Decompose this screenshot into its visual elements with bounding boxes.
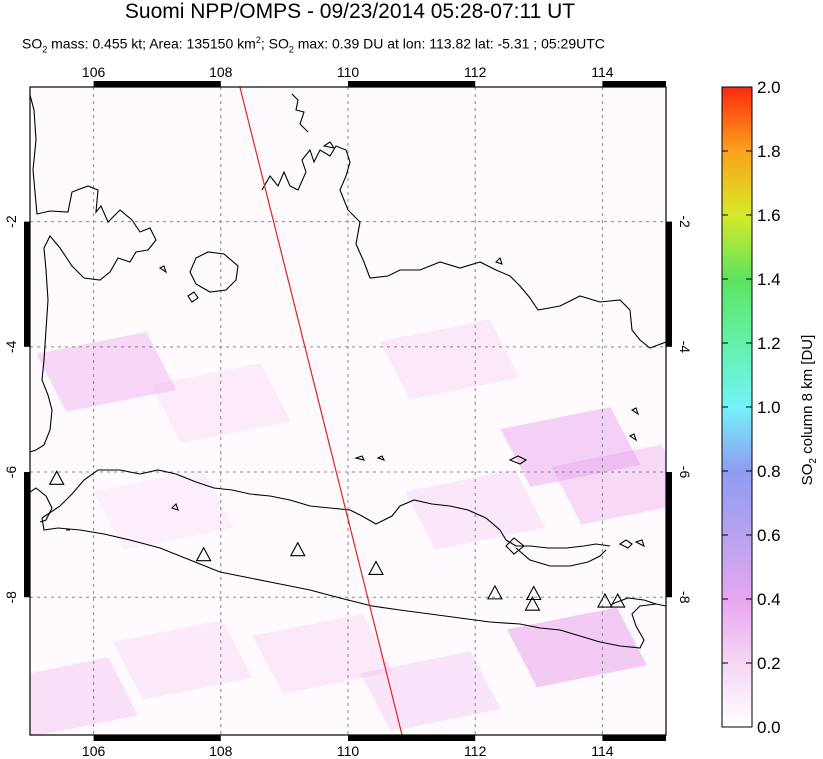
edge-bar-top	[602, 81, 666, 87]
volcano-marker	[609, 592, 626, 608]
y-tick-label-left: -6	[3, 466, 19, 479]
y-tick-label-left: -8	[3, 591, 19, 604]
edge-bar-bottom	[602, 735, 666, 741]
colorbar-tick-label: 0.8	[757, 462, 781, 481]
colorbar-tick-label: 0.4	[757, 590, 781, 609]
volcano-marker	[524, 595, 541, 611]
axis-edge-bars	[24, 81, 672, 741]
coastline-borneo-n	[291, 93, 309, 133]
coastline-bangka	[189, 251, 239, 293]
so2-patch	[30, 657, 139, 735]
x-tick-label-bottom: 106	[82, 743, 106, 759]
coastlines	[30, 93, 666, 649]
so2-patch	[379, 319, 520, 400]
x-tick-label-bottom: 110	[337, 743, 360, 759]
colorbar-tick-label: 1.6	[757, 206, 781, 225]
coastline-sumatra	[30, 94, 157, 453]
coastline-bawean	[508, 455, 528, 465]
coastline-java-south	[57, 527, 666, 649]
coastline-islands-w	[66, 265, 179, 531]
orbit-track-line	[239, 87, 403, 735]
colorbar-tick-label: 0.6	[757, 526, 781, 545]
volcano-marker	[289, 541, 306, 557]
x-tick-label-bottom: 114	[591, 743, 614, 759]
y-tick-label-right: -2	[677, 215, 693, 228]
edge-bar-right	[666, 221, 672, 347]
colorbar-tick-label: 1.0	[757, 398, 781, 417]
y-tick-label-left: -2	[3, 215, 19, 228]
x-tick-label-bottom: 108	[209, 743, 233, 759]
x-tick-label-top: 106	[82, 64, 106, 80]
colorbar-tick-label: 2.0	[757, 78, 781, 97]
x-tick-label-top: 112	[464, 64, 487, 80]
colorbar-ticks: 0.0 0.2 0.4 0.6 0.8 1.0 1.2 1.4 1.6 1.8 2.0	[722, 78, 781, 737]
coastline-surabaya-box	[505, 537, 525, 555]
coastline-belitung-small	[187, 291, 199, 303]
colorbar-tick-label: 1.4	[757, 270, 781, 289]
volcano-marker	[195, 546, 212, 562]
so2-patch	[112, 619, 253, 700]
volcano-marker	[368, 560, 384, 576]
coastline-karimunjawa	[354, 455, 386, 461]
axis-tick-labels: 106 106 108 108 110 110 112 112 114 114 -2 -2 -4 -4 -6…	[3, 64, 693, 759]
coastline-java-west-tip	[41, 517, 59, 531]
coastline-kangean	[618, 539, 645, 549]
colorbar-tick-label: 1.8	[757, 142, 781, 161]
so2-patch	[36, 331, 177, 412]
colorbar-label: SO2 column 8 km [DU]	[799, 335, 819, 486]
edge-bar-bottom	[348, 735, 476, 741]
edge-bar-left	[24, 221, 30, 347]
coastline-islands-ne	[322, 141, 640, 442]
edge-bar-bottom	[93, 735, 221, 741]
chart-title: Suomi NPP/OMPS - 09/23/2014 05:28-07:11 …	[124, 0, 576, 23]
chart-subtitle: SO2 mass: 0.455 kt; Area: 135150 km2; SO…	[22, 35, 605, 55]
x-tick-label-top: 110	[337, 64, 360, 80]
so2-patch	[252, 613, 393, 694]
edge-bar-top	[93, 81, 221, 87]
so2-patch	[506, 607, 647, 688]
grid-lines	[30, 87, 666, 735]
volcano-marker	[48, 470, 65, 485]
y-tick-label-left: -4	[3, 340, 19, 353]
coastline-java-north	[41, 469, 611, 549]
colorbar-tick-label: 0.0	[757, 718, 781, 737]
colorbar-tick-label: 1.2	[757, 334, 781, 353]
so2-patches	[30, 319, 666, 735]
so2-patch	[551, 444, 666, 525]
x-tick-label-bottom: 112	[464, 743, 487, 759]
x-tick-label-top: 114	[591, 64, 614, 80]
coastline-sumatra-south	[30, 487, 53, 523]
volcano-marker	[597, 592, 613, 608]
edge-bar-top	[348, 81, 476, 87]
y-tick-label-right: -8	[677, 591, 693, 604]
volcano-marker	[486, 584, 503, 600]
x-tick-label-top: 108	[209, 64, 233, 80]
colorbar-tick-label: 0.2	[757, 654, 781, 673]
coastline-madura	[515, 547, 607, 567]
y-tick-label-right: -6	[677, 466, 693, 479]
so2-patch	[500, 407, 641, 487]
y-tick-label-right: -4	[677, 341, 693, 354]
volcano-markers	[48, 470, 626, 611]
edge-bar-left	[24, 472, 30, 598]
coastline-borneo	[261, 145, 666, 349]
edge-bar-right	[666, 472, 672, 598]
so2-patch	[93, 469, 234, 550]
coastline-bali	[611, 597, 657, 605]
